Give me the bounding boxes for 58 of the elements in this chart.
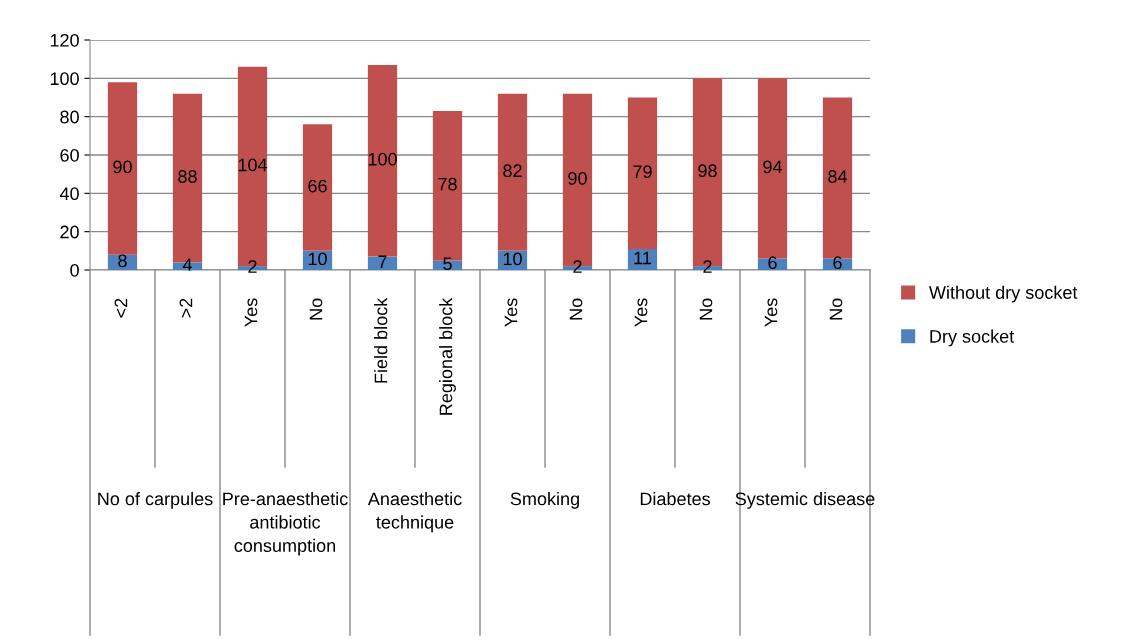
data-label: 82 [503, 164, 522, 178]
data-label: 90 [113, 160, 132, 174]
bar [302, 124, 333, 251]
text: Pre-anaesthetic antibiotic consumption [223, 492, 348, 556]
bar [107, 82, 138, 255]
text: Systemic disease [735, 492, 875, 509]
bar [367, 256, 398, 270]
data-label: 79 [633, 165, 652, 179]
data-label: 90 [568, 171, 587, 185]
data-label: 66 [308, 179, 327, 193]
data-label: 6 [833, 256, 842, 270]
data-label: 2 [703, 260, 712, 273]
y-tick-label: 80 [60, 110, 79, 124]
data-label: 10 [308, 252, 327, 266]
data-label: 78 [438, 177, 457, 191]
y-tick-label: 60 [60, 148, 79, 162]
x-tick-label: No [309, 298, 323, 320]
text: Smoking [510, 492, 579, 509]
x-tick-label: Yes [764, 298, 778, 327]
data-label: 10 [503, 252, 522, 266]
legend-label: Without dry socket [929, 285, 1078, 303]
data-label: 100 [368, 152, 397, 166]
data-label: 2 [573, 260, 582, 273]
text: Diabetes [640, 492, 710, 506]
data-label: 2 [248, 260, 257, 273]
text: No of carpules [98, 492, 213, 509]
bar [627, 97, 658, 249]
data-label: 84 [828, 170, 848, 183]
data-label: 11 [634, 251, 651, 265]
x-tick-label: No [569, 298, 583, 320]
y-tick-label: 20 [60, 225, 79, 239]
y-tick-label: 40 [59, 187, 79, 201]
x-tick-label: No [829, 298, 843, 320]
x-tick-label: >2 [179, 298, 193, 318]
text: Anaesthetic technique [367, 492, 462, 533]
data-label: 7 [378, 255, 387, 268]
x-tick-label: Yes [504, 298, 518, 327]
data-label: 98 [698, 164, 717, 178]
y-tick-label: 100 [50, 72, 79, 86]
bar [367, 64, 398, 257]
bar [627, 248, 658, 270]
x-tick-label: Regional block [439, 297, 456, 415]
x-tick-label: Field block [374, 297, 388, 383]
legend-label: Dry socket [930, 329, 1015, 347]
y-tick-label: 120 [50, 33, 79, 47]
x-tick-label: Yes [634, 298, 648, 327]
x-tick-label: <2 [114, 298, 128, 318]
data-label: 5 [443, 257, 452, 271]
data-label: 6 [768, 256, 777, 270]
bar [497, 93, 528, 251]
x-tick-label: No [699, 298, 713, 320]
y-tick-label: 0 [70, 263, 79, 277]
data-label: 104 [238, 158, 268, 172]
data-label: 4 [182, 258, 192, 271]
data-label: 88 [178, 170, 197, 183]
data-label: 94 [763, 160, 783, 174]
data-label: 8 [118, 254, 127, 268]
x-tick-label: Yes [244, 298, 258, 327]
